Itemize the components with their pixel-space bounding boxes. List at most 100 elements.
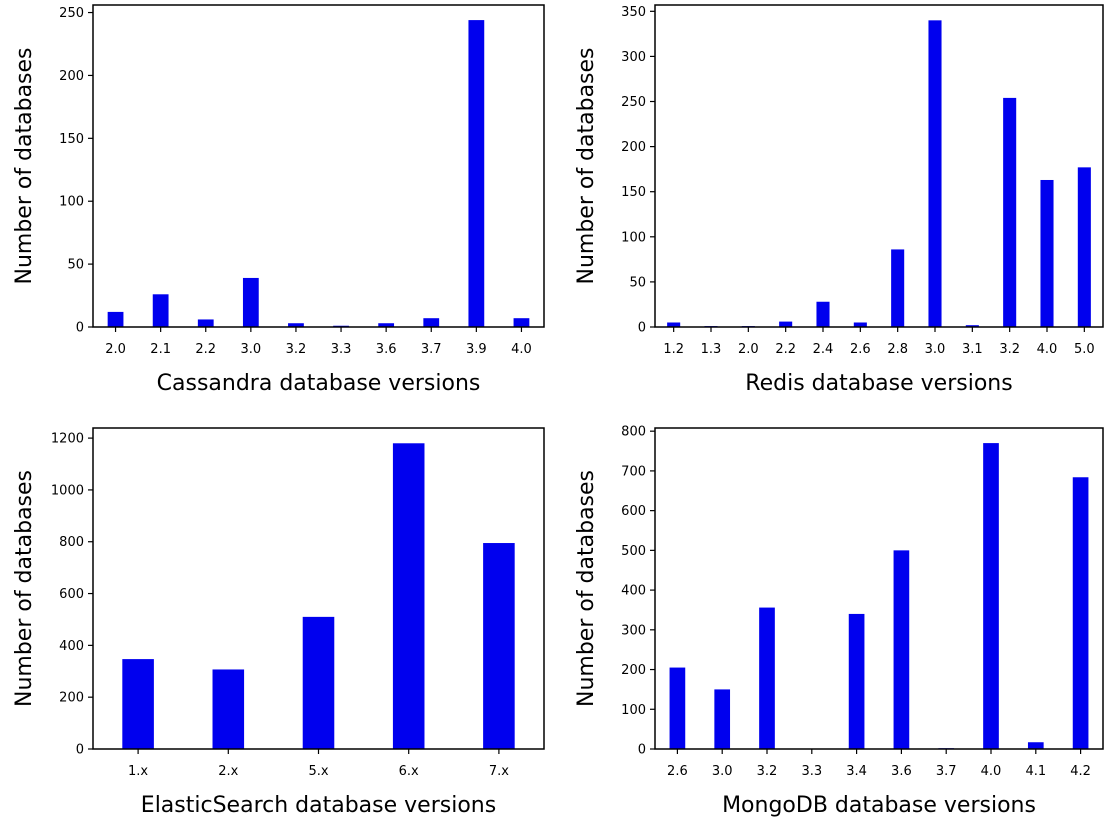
x-tick-label: 2.6: [667, 764, 688, 779]
x-tick-label: 4.1: [1025, 764, 1046, 779]
bar-3.2: [1003, 98, 1016, 327]
x-tick-label: 1.3: [701, 342, 722, 357]
bar-1.x: [122, 659, 154, 749]
y-tick-label: 0: [76, 743, 84, 758]
y-tick-label: 800: [59, 535, 84, 550]
y-tick-label: 250: [621, 95, 646, 110]
y-tick-label: 50: [67, 258, 84, 273]
y-axis-label: Number of databases: [12, 47, 37, 284]
bar-3.7: [423, 318, 439, 327]
x-tick-label: 2.6: [850, 342, 871, 357]
y-tick-label: 400: [621, 584, 646, 599]
x-tick-label: 3.3: [331, 342, 352, 357]
x-tick-label: 4.0: [511, 342, 532, 357]
bar-4.0: [1040, 180, 1053, 327]
bar-3.4: [849, 614, 865, 749]
bar-3.9: [468, 20, 484, 327]
x-axis-label: Cassandra database versions: [157, 371, 481, 396]
bar-2.2: [779, 322, 792, 327]
x-tick-label: 3.3: [801, 764, 822, 779]
bar-2.4: [816, 302, 829, 327]
x-tick-label: 2.0: [738, 342, 759, 357]
x-tick-label: 2.4: [813, 342, 834, 357]
x-tick-label: 4.0: [981, 764, 1002, 779]
bar-2.1: [153, 294, 169, 327]
bar-3.0: [243, 278, 259, 327]
x-tick-label: 3.7: [936, 764, 957, 779]
y-tick-label: 250: [59, 6, 84, 21]
bar-4.0: [983, 443, 999, 749]
x-tick-label: 2.2: [775, 342, 796, 357]
y-axis-label: Number of databases: [574, 470, 599, 707]
x-tick-label: 3.9: [466, 342, 487, 357]
x-tick-label: 3.6: [376, 342, 397, 357]
y-tick-label: 300: [621, 50, 646, 65]
y-tick-label: 100: [59, 195, 84, 210]
bar-2.0: [108, 312, 124, 327]
y-tick-label: 200: [621, 663, 646, 678]
chart-panel-1: 2.0 2.1 2.2 3.0 3.2 3.3 3.6 3.7 3.9 4.0 0 50 100 150 2…: [12, 5, 544, 396]
y-axis-label: Number of databases: [574, 47, 599, 284]
y-tick-label: 1200: [51, 432, 84, 447]
bar-5.x: [303, 617, 335, 749]
x-tick-label: 3.1: [962, 342, 983, 357]
y-tick-label: 0: [638, 743, 646, 758]
x-tick-label: 4.2: [1070, 764, 1091, 779]
y-tick-label: 600: [621, 504, 646, 519]
y-tick-label: 500: [621, 544, 646, 559]
x-tick-label: 3.0: [241, 342, 262, 357]
y-axis-label: Number of databases: [12, 470, 37, 707]
bar-2.2: [198, 319, 214, 327]
x-tick-label: 3.0: [925, 342, 946, 357]
y-tick-label: 100: [621, 703, 646, 718]
x-axis-label: Redis database versions: [745, 371, 1012, 396]
x-tick-label: 6.x: [399, 764, 419, 779]
x-tick-label: 3.2: [757, 764, 778, 779]
x-axis-label: MongoDB database versions: [722, 793, 1036, 818]
bar-2.8: [891, 249, 904, 327]
y-tick-label: 200: [621, 140, 646, 155]
x-tick-label: 5.0: [1074, 342, 1095, 357]
x-tick-label: 3.2: [999, 342, 1020, 357]
bar-6.x: [393, 443, 425, 749]
x-tick-label: 2.x: [218, 764, 238, 779]
plot-frame: [655, 5, 1103, 327]
x-tick-label: 5.x: [308, 764, 328, 779]
bar-2.x: [213, 669, 245, 749]
bar-3.0: [714, 689, 730, 749]
x-tick-label: 3.2: [286, 342, 307, 357]
bar-4.1: [1028, 742, 1044, 749]
x-tick-label: 1.2: [663, 342, 684, 357]
bar-4.2: [1073, 477, 1089, 749]
y-tick-label: 100: [621, 230, 646, 245]
y-tick-label: 50: [629, 275, 646, 290]
x-tick-label: 2.1: [150, 342, 171, 357]
x-axis-label: ElasticSearch database versions: [141, 793, 496, 818]
bar-4.0: [514, 318, 530, 327]
y-tick-label: 600: [59, 587, 84, 602]
y-tick-label: 400: [59, 639, 84, 654]
y-tick-label: 700: [621, 464, 646, 479]
y-tick-label: 1000: [51, 483, 84, 498]
bar-3.0: [928, 20, 941, 327]
y-tick-label: 300: [621, 623, 646, 638]
y-tick-label: 200: [59, 69, 84, 84]
y-tick-label: 0: [638, 321, 646, 336]
y-tick-label: 350: [621, 5, 646, 20]
x-tick-label: 2.2: [195, 342, 216, 357]
y-tick-label: 200: [59, 691, 84, 706]
bar-3.2: [759, 608, 775, 749]
y-tick-label: 150: [621, 185, 646, 200]
bar-3.6: [894, 550, 910, 749]
y-tick-label: 0: [76, 321, 84, 336]
x-tick-label: 2.0: [105, 342, 126, 357]
x-tick-label: 3.4: [846, 764, 867, 779]
x-tick-label: 3.7: [421, 342, 442, 357]
bar-7.x: [483, 543, 515, 749]
y-tick-label: 150: [59, 132, 84, 147]
